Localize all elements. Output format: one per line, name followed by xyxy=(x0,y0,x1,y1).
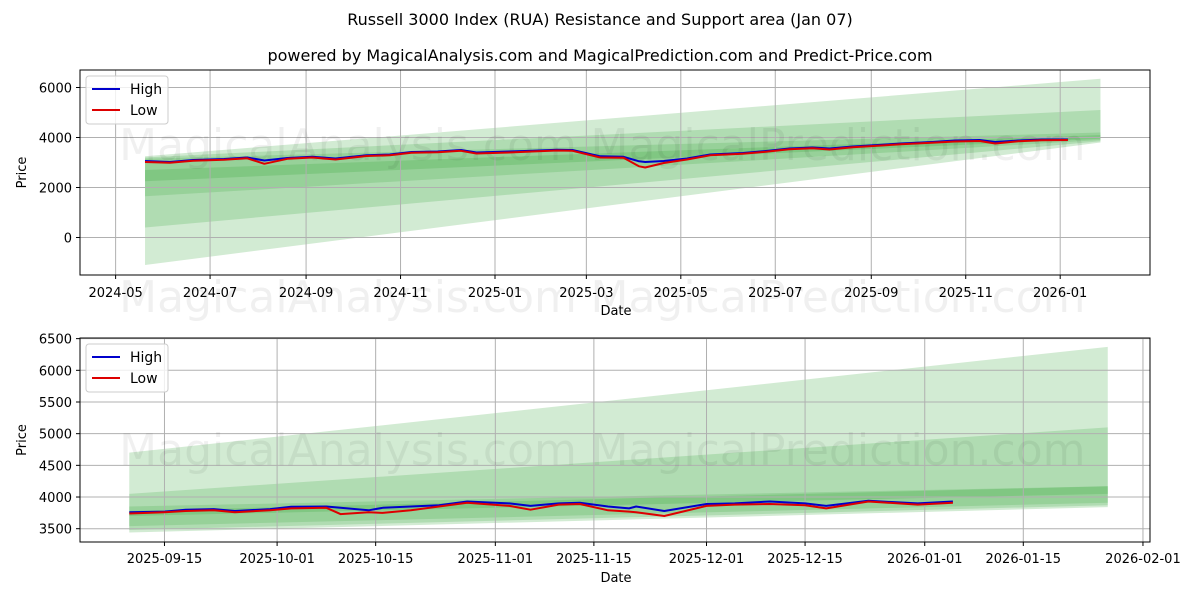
x-tick-label: 2025-03 xyxy=(559,286,613,301)
x-tick-label: 2025-11-15 xyxy=(556,552,632,567)
price-lines xyxy=(144,138,1068,169)
x-tick-label: 2024-07 xyxy=(183,286,237,301)
band-area xyxy=(145,132,1101,197)
watermark: MagicalPrediction.com xyxy=(591,425,1086,476)
band-area xyxy=(145,78,1101,265)
y-tick-label: 4500 xyxy=(39,459,72,474)
x-tick-label: 2025-11 xyxy=(939,286,993,301)
y-tick-label: 0 xyxy=(64,232,72,247)
chart-2: 2025-09-15 2025-10-01 2025-10-15 2025-11-01… xyxy=(15,333,1181,586)
y-tick-label: 5500 xyxy=(39,396,72,411)
low-line xyxy=(129,500,953,517)
legend-label: Low xyxy=(130,371,158,387)
legend-label: High xyxy=(130,82,162,98)
x-tick-label: 2025-05 xyxy=(654,286,708,301)
chart-subtitle: powered by MagicalAnalysis.com and Magic… xyxy=(267,46,933,65)
band-area xyxy=(129,486,1108,527)
band-area xyxy=(145,110,1101,228)
y-tick-label: 6500 xyxy=(39,333,72,348)
y-tick-label: 6000 xyxy=(39,364,72,379)
y-tick-label: 4000 xyxy=(39,491,72,506)
x-axis-label: Date xyxy=(600,571,631,586)
x-tick-label: 2025-11-01 xyxy=(458,552,534,567)
x-tick-label: 2025-01 xyxy=(468,286,522,301)
y-tick-label: 6000 xyxy=(39,82,72,97)
y-axis-label: Price xyxy=(15,157,30,189)
x-tick-label: 2026-02-01 xyxy=(1105,552,1181,567)
x-tick-label: 2025-12-01 xyxy=(669,552,745,567)
price-lines xyxy=(129,499,953,517)
x-tick-label: 2025-10-15 xyxy=(338,552,414,567)
y-tick-label: 4000 xyxy=(39,132,72,147)
band-area xyxy=(129,427,1108,530)
x-tick-label: 2024-09 xyxy=(279,286,333,301)
legend: High Low xyxy=(85,75,169,125)
x-tick-label: 2025-09 xyxy=(844,286,898,301)
x-tick-label: 2025-07 xyxy=(748,286,802,301)
chart-1: 2024-05 2024-07 2024-09 2024-11 2025-01 2025-… xyxy=(15,69,1151,323)
chart-title: Russell 3000 Index (RUA) Resistance and … xyxy=(347,10,853,29)
x-axis-label: Date xyxy=(600,304,631,319)
axes-frame xyxy=(79,69,1151,276)
low-line xyxy=(144,139,1068,169)
x-tick-label: 2026-01 xyxy=(1033,286,1087,301)
y-axis-label: Price xyxy=(15,424,30,456)
band-area xyxy=(129,346,1108,533)
x-tick-label: 2024-11 xyxy=(373,286,427,301)
axes-frame xyxy=(79,337,1151,543)
legend-label: Low xyxy=(130,103,158,119)
support-resistance-bands xyxy=(129,346,1108,533)
legend: High Low xyxy=(85,343,169,393)
x-tick-label: 2024-05 xyxy=(88,286,142,301)
y-tick-label: 5000 xyxy=(39,428,72,443)
watermark: MagicalAnalysis.com xyxy=(119,425,577,476)
y-tick-label: 3500 xyxy=(39,523,72,538)
y-tick-label: 2000 xyxy=(39,182,72,197)
legend-label: High xyxy=(130,350,162,366)
grid xyxy=(76,70,1150,279)
watermark: MagicalAnalysis.com xyxy=(119,120,577,171)
high-line xyxy=(129,499,953,514)
x-tick-label: 2025-09-15 xyxy=(127,552,203,567)
x-tick-label: 2026-01-15 xyxy=(986,552,1062,567)
watermark: MagicalAnalysis.com xyxy=(119,272,577,323)
watermark: MagicalPrediction.com xyxy=(591,272,1086,323)
x-tick-label: 2025-10-01 xyxy=(239,552,315,567)
x-tick-label: 2026-01-01 xyxy=(887,552,963,567)
x-tick-label: 2025-12-15 xyxy=(767,552,843,567)
